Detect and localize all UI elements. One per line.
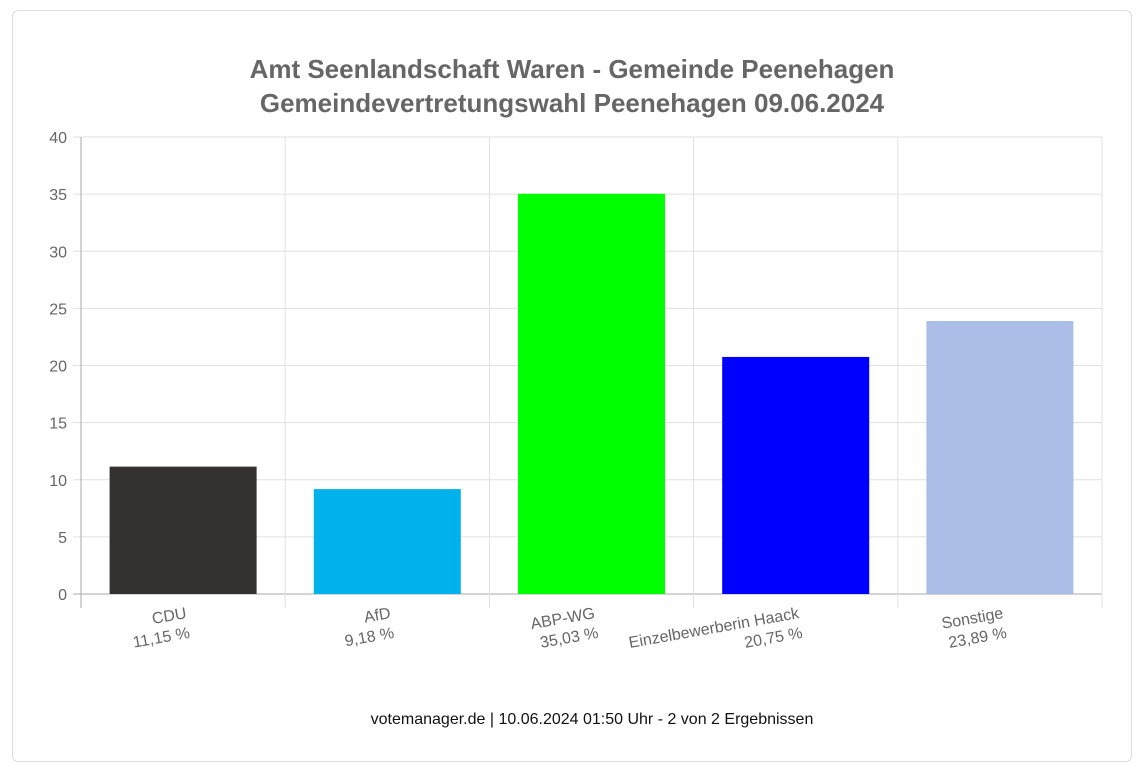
value-label: 9,18 % — [343, 625, 395, 650]
y-tick-label: 5 — [58, 530, 67, 547]
chart-footer: votemanager.de | 10.06.2024 01:50 Uhr - … — [371, 711, 814, 728]
x-tick-label: CDU — [151, 605, 188, 628]
chart-title-line-2: Gemeindevertretungswahl Peenehagen 09.06… — [260, 88, 885, 118]
bar-cdu — [109, 466, 257, 594]
y-tick-label: 25 — [49, 301, 67, 318]
bar-afd — [313, 489, 461, 594]
y-tick-label: 10 — [49, 473, 67, 490]
y-tick-label: 35 — [49, 187, 67, 204]
value-label: 11,15 % — [132, 625, 192, 652]
y-tick-label: 20 — [49, 359, 67, 376]
bar-abp-wg — [517, 193, 666, 594]
y-tick-label: 40 — [49, 130, 67, 147]
y-tick-label: 0 — [58, 587, 67, 604]
bar-sonstige — [926, 321, 1074, 594]
chart-title-line-1: Amt Seenlandschaft Waren - Gemeinde Peen… — [250, 54, 895, 84]
y-tick-label: 15 — [49, 416, 67, 433]
bar-einzelbewerberin-haack — [722, 356, 870, 594]
y-tick-label: 30 — [49, 244, 67, 261]
x-tick-label: AfD — [363, 605, 392, 626]
